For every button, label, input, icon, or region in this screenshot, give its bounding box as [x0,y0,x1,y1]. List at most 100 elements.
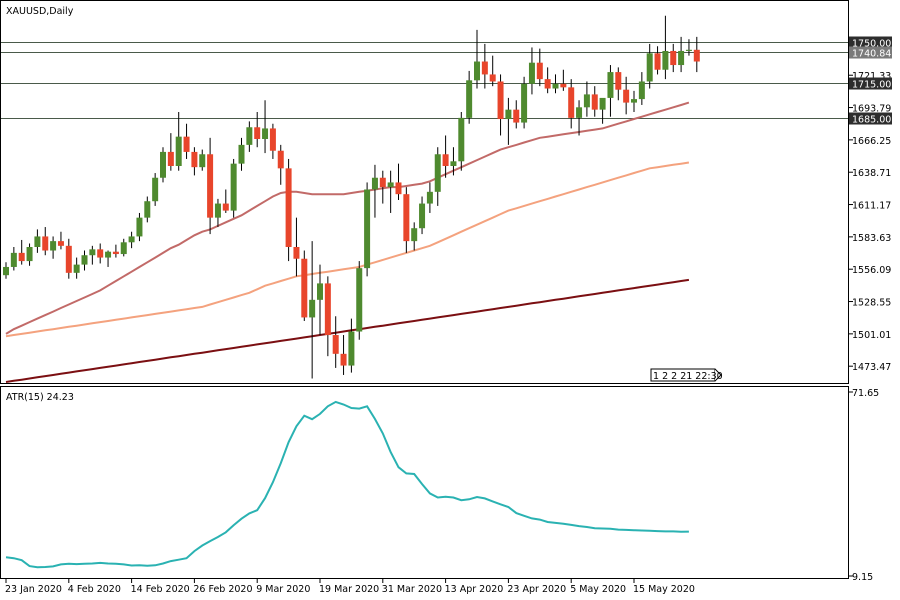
candle [450,147,457,176]
candle-body [207,154,214,218]
candle [254,112,261,148]
candle-body [332,335,339,354]
candle-body [450,161,457,166]
candle-body [34,236,41,247]
candle [57,231,64,250]
price-level-tag [849,77,892,90]
candle [105,250,112,267]
candle-body [560,83,567,88]
candle-body [293,247,300,259]
candle-body [214,203,221,218]
price-tick-label: 1583.63 [852,233,891,244]
timescale-tag[interactable]: 1 2 2 21 22:30 [650,368,723,382]
candle [364,182,371,277]
candle [112,244,119,258]
candle [474,29,480,89]
candle [576,100,583,136]
candle [662,15,669,80]
price-tick-label: 1611.17 [852,201,891,212]
candle-body [3,266,9,276]
price-level-tag-label: 1750.00 [852,39,891,50]
candle [623,76,630,115]
candle-body [144,201,151,218]
candle [167,133,174,171]
candle-body [654,53,661,70]
candle-body [348,331,355,366]
candle-body [536,62,543,80]
candle-body [191,151,198,168]
symbol-title: XAUUSD,Daily [6,6,74,17]
price-level-tag-label: 1685.00 [852,115,891,126]
candle [136,212,143,242]
candle-body [356,268,363,332]
candle [348,318,355,373]
timescale-tag-text: 1 2 2 21 22:30 [653,371,723,382]
price-level-tag [849,46,892,59]
candle-body [615,72,622,90]
candle-body [128,236,135,243]
candle-body [387,182,394,188]
candle [458,112,465,171]
candle-body [136,217,143,237]
candle [615,67,622,101]
candle-body [65,245,72,273]
candle [10,247,17,271]
candle-body [317,283,323,300]
candle-body [670,50,677,66]
candle-body [105,251,112,258]
candle [591,86,598,117]
candle [583,81,590,117]
candle-body [183,136,190,152]
candle-body [262,128,269,139]
candle-body [474,61,480,81]
candle [560,69,567,91]
candle-body [513,109,520,123]
candle-body [175,136,182,166]
candle-body [678,50,685,66]
candle [481,43,488,89]
candle [73,257,80,279]
candle-body [340,353,347,366]
candle-body [662,50,669,70]
candle [65,238,72,279]
price-panel[interactable] [0,0,849,384]
candle-body [42,236,49,251]
candle-body [568,87,575,118]
moving-averages [5,101,690,383]
candle [144,196,151,223]
candle [521,76,528,129]
candle-body [693,49,700,62]
price-level-tag [849,112,892,125]
candle-body [364,189,371,269]
candle-body [254,127,261,139]
candle-body [497,81,504,120]
time-tick-label: 4 Feb 2020 [68,584,121,595]
price-level-tag [849,36,892,49]
price-tick-label: 1693.79 [852,104,891,115]
candles [3,15,700,379]
candle [269,123,276,159]
candle [175,112,182,171]
candle [544,67,551,94]
price-tick-label: 1501.01 [852,330,891,341]
candle-body [230,163,237,211]
candle [42,227,49,256]
candle [371,164,378,218]
candle-body [552,83,559,89]
candle-body [50,241,57,251]
price-tick-label: 1528.55 [852,298,891,309]
atr-panel[interactable] [0,386,849,579]
candle [160,147,166,183]
candle [230,158,237,218]
candle-body [591,94,598,110]
candle [670,43,677,73]
candle-body [269,128,276,151]
candle-body [167,151,174,166]
candle [199,149,206,171]
candle [309,241,316,379]
candle [631,90,637,112]
candle-body [505,109,512,120]
candle [207,137,214,235]
